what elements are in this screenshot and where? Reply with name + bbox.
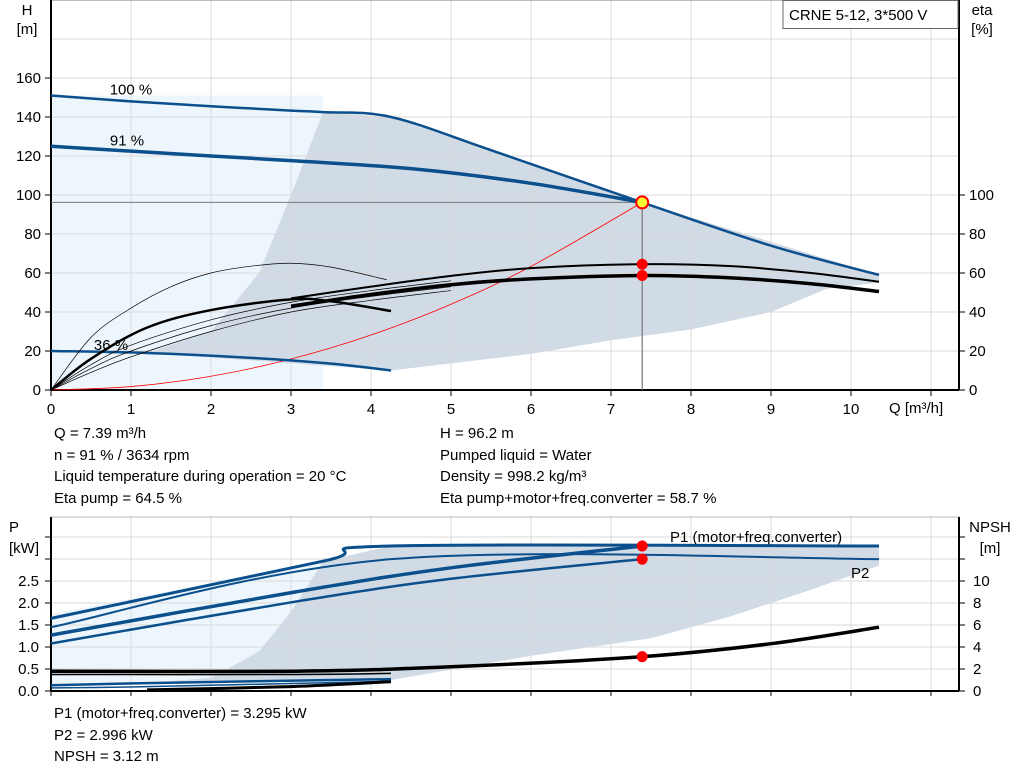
info-right: H = 96.2 m Pumped liquid = Water Density… [440, 423, 716, 509]
y-tick-label-left-lower: 0.0 [18, 683, 39, 700]
curve-100- [50, 94, 880, 277]
curve-eta-thin-1 [50, 280, 452, 391]
curve-p1-100- [50, 543, 880, 620]
x-tick-label: 7 [607, 401, 615, 418]
info-speed: n = 91 % / 3634 rpm [54, 446, 190, 464]
x-axis-label: Q [m³/h] [889, 400, 943, 417]
x-tick-label: 6 [527, 401, 535, 418]
duty-point-p1 [636, 540, 648, 552]
x-tick-label: 3 [287, 401, 295, 418]
y-tick-label-left: 80 [24, 226, 41, 243]
y-tick-label-right-lower: 8 [973, 595, 981, 612]
info-temperature: Liquid temperature during operation = 20… [54, 468, 347, 485]
duty-point-eta-pump [636, 258, 648, 270]
y-tick-label-left: 40 [24, 304, 41, 321]
series-label-p1: P1 (motor+freq.converter) [670, 529, 842, 546]
duty-point-head [635, 195, 650, 210]
y-tick-label-right-lower: 4 [973, 639, 981, 656]
y-tick-label-left: 140 [16, 109, 41, 126]
curve-p2-36- [50, 680, 392, 689]
curve-p2-100- [50, 553, 880, 629]
y-axis-label-left: H [22, 2, 33, 19]
info-liquid: Pumped liquid = Water [440, 446, 592, 464]
y-axis-unit-left-lower: [kW] [9, 540, 39, 557]
duty-point-p2 [636, 553, 648, 565]
y-tick-label-right: 60 [969, 265, 986, 282]
y-axis-label-right: eta [972, 2, 994, 19]
y-tick-label-right: 40 [969, 304, 986, 321]
y-tick-label-right: 80 [969, 226, 986, 243]
curve-eta-pump-motor-freq-converter [290, 273, 880, 308]
y-tick-label-right-lower: 0 [973, 683, 981, 700]
y-tick-label-left-lower: 1.5 [18, 617, 39, 634]
y-tick-label-left: 60 [24, 265, 41, 282]
system-curve [50, 202, 643, 391]
curve-label: 100 % [110, 82, 153, 99]
y-axis-unit-left: [m] [17, 21, 38, 38]
info-left: Q = 7.39 m³/h n = 91 % / 3634 rpm Liquid… [54, 423, 346, 509]
y-tick-label-left-lower: 0.5 [18, 661, 39, 678]
y-tick-label-left: 0 [33, 382, 41, 399]
info-p1: P1 (motor+freq.converter) = 3.295 kW [54, 705, 307, 722]
y-tick-label-left: 160 [16, 70, 41, 87]
y-axis-unit-right: [%] [971, 21, 993, 38]
duty-point-npsh [636, 651, 648, 663]
y-tick-label-left-lower: 2.0 [18, 595, 39, 612]
curve-p1-36- [50, 677, 392, 687]
info-head: H = 96.2 m [440, 425, 514, 442]
curve-label: 91 % [110, 132, 144, 149]
info-bottom: P1 (motor+freq.converter) = 3.295 kW P2 … [54, 703, 307, 768]
info-npsh: NPSH = 3.12 m [54, 748, 159, 765]
y-tick-label-left: 20 [24, 343, 41, 360]
curve-91- [50, 144, 643, 205]
curve-npsh [50, 625, 880, 674]
curve-eta-thin-2 [50, 286, 452, 391]
x-tick-label: 0 [47, 401, 55, 418]
x-tick-label: 4 [367, 401, 375, 418]
legend-box [782, 0, 959, 29]
legend-box-label: CRNE 5-12, 3*500 V [789, 7, 927, 24]
info-eta-pump: Eta pump = 64.5 % [54, 489, 182, 507]
curve-eta-thin-3 [50, 290, 452, 391]
y-axis-unit-right-lower: [m] [980, 540, 1001, 557]
info-p2: P2 = 2.996 kW [54, 726, 153, 744]
info-flow: Q = 7.39 m³/h [54, 425, 147, 442]
curve-p1-91- [50, 544, 643, 637]
curve-eta-36-total [50, 297, 392, 391]
curve-npsh-2 [50, 672, 392, 676]
curve-p2-91- [50, 557, 643, 645]
x-tick-label: 2 [207, 401, 215, 418]
y-axis-label-right-lower: NPSH [969, 519, 1011, 536]
y-tick-label-right-lower: 6 [973, 617, 981, 634]
info-eta-total: Eta pump+motor+freq.converter = 58.7 % [440, 489, 717, 507]
x-tick-label: 1 [127, 401, 135, 418]
y-tick-label-right-lower: 2 [973, 661, 981, 678]
light-area-lower [51, 561, 323, 685]
curve-36- [50, 349, 392, 372]
y-tick-label-left-lower: 1.0 [18, 639, 39, 656]
operating-area-lower [147, 546, 879, 684]
y-tick-label-right-lower: 10 [973, 573, 990, 590]
info-density: Density = 998.2 kg/m³ [440, 468, 587, 485]
series-label-p2: P2 [851, 565, 869, 582]
y-axis-label-left-lower: P [9, 519, 19, 536]
y-tick-label-right: 0 [969, 382, 977, 399]
y-tick-label-left: 100 [16, 187, 41, 204]
duty-point-eta-total [636, 270, 648, 282]
curve-eta-pump [290, 263, 880, 300]
curve-npsh-36- [146, 680, 392, 692]
y-tick-label-right: 20 [969, 343, 986, 360]
x-tick-label: 5 [447, 401, 455, 418]
x-tick-label: 10 [843, 401, 860, 418]
y-tick-label-left: 120 [16, 148, 41, 165]
curve-eta-36- [50, 262, 388, 391]
y-tick-label-right: 100 [969, 187, 994, 204]
y-tick-label-left-lower: 2.5 [18, 573, 39, 590]
x-tick-label: 8 [687, 401, 695, 418]
x-tick-label: 9 [767, 401, 775, 418]
